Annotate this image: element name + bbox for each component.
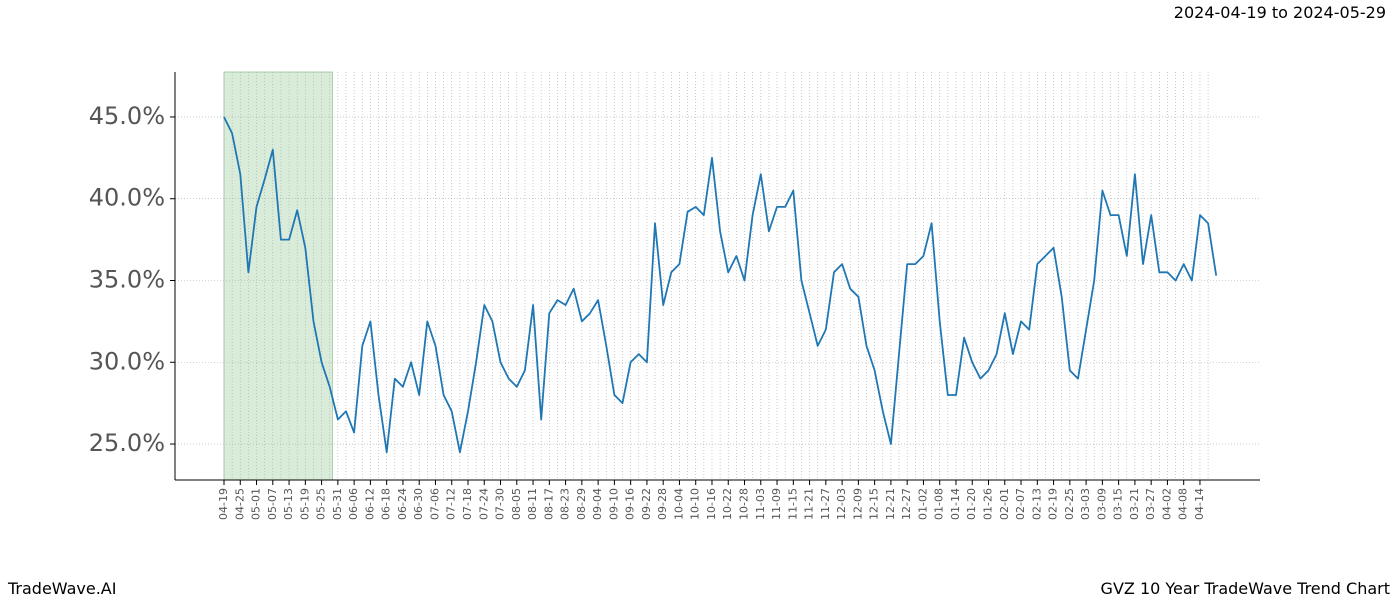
x-tick-label: 01-08 — [933, 488, 946, 520]
x-tick-label: 01-14 — [949, 488, 962, 520]
subtitle: 2024-04-19 to 2024-05-29 — [1174, 3, 1386, 22]
x-tick-label: 09-10 — [607, 488, 620, 520]
x-tick-label: 11-27 — [819, 488, 832, 520]
x-tick-label: 04-08 — [1177, 488, 1190, 520]
x-tick-label: 08-11 — [526, 488, 539, 520]
x-tick-label: 07-12 — [445, 488, 458, 520]
x-tick-label: 06-30 — [412, 488, 425, 520]
x-tick-label: 05-31 — [331, 488, 344, 520]
x-tick-label: 04-19 — [217, 488, 230, 520]
x-tick-label: 05-01 — [250, 488, 263, 520]
x-tick-label: 12-03 — [835, 488, 848, 520]
footer-right: GVZ 10 Year TradeWave Trend Chart — [1101, 579, 1390, 598]
x-tick-label: 11-15 — [786, 488, 799, 520]
y-tick-label: 25.0% — [89, 429, 165, 457]
x-tick-label: 07-30 — [494, 488, 507, 520]
x-tick-label: 07-18 — [461, 488, 474, 520]
x-tick-label: 08-23 — [559, 488, 572, 520]
x-tick-label: 05-07 — [266, 488, 279, 520]
x-tick-label: 08-29 — [575, 488, 588, 520]
y-tick-label: 30.0% — [89, 347, 165, 375]
line-series — [223, 116, 1218, 454]
x-tick-label: 11-03 — [754, 488, 767, 520]
x-tick-label: 12-21 — [884, 488, 897, 520]
x-tick-label: 02-01 — [998, 488, 1011, 520]
x-tick-label: 03-15 — [1112, 488, 1125, 520]
x-tick-label: 03-27 — [1144, 488, 1157, 520]
x-tick-label: 01-20 — [965, 488, 978, 520]
x-tick-label: 10-04 — [672, 488, 685, 520]
x-tick-label: 02-13 — [1030, 488, 1043, 520]
x-tick-label: 03-03 — [1079, 488, 1092, 520]
x-tick-label: 07-24 — [477, 488, 490, 520]
x-tick-label: 05-13 — [282, 488, 295, 520]
footer-left: TradeWave.AI — [7, 579, 116, 598]
x-tick-label: 01-02 — [916, 488, 929, 520]
x-tick-label: 02-25 — [1063, 488, 1076, 520]
x-tick-label: 05-19 — [298, 488, 311, 520]
x-tick-label: 12-09 — [851, 488, 864, 520]
x-tick-label: 05-25 — [315, 488, 328, 520]
x-tick-label: 02-19 — [1047, 488, 1060, 520]
x-tick-label: 04-25 — [233, 488, 246, 520]
x-tick-label: 08-05 — [510, 488, 523, 520]
x-tick-label: 10-16 — [705, 488, 718, 520]
x-tick-label: 06-06 — [347, 488, 360, 520]
x-tick-label: 09-04 — [591, 488, 604, 520]
x-tick-label: 08-17 — [542, 488, 555, 520]
y-tick-label: 35.0% — [89, 265, 165, 293]
x-tick-label: 12-15 — [868, 488, 881, 520]
x-tick-label: 04-14 — [1193, 488, 1206, 520]
x-tick-label: 12-27 — [900, 488, 913, 520]
x-tick-label: 10-10 — [689, 488, 702, 520]
x-tick-label: 01-26 — [982, 488, 995, 520]
x-tick-label: 09-22 — [640, 488, 653, 520]
x-tick-label: 09-28 — [656, 488, 669, 520]
highlight-band — [223, 71, 333, 481]
x-tick-label: 10-28 — [738, 488, 751, 520]
x-tick-label: 02-07 — [1014, 488, 1027, 520]
x-tick-label: 06-12 — [363, 488, 376, 520]
x-tick-label: 06-24 — [396, 488, 409, 520]
x-tick-label: 03-09 — [1095, 488, 1108, 520]
x-tick-label: 04-02 — [1160, 488, 1173, 520]
y-tick-label: 45.0% — [89, 102, 165, 130]
x-tick-label: 10-22 — [721, 488, 734, 520]
x-tick-label: 06-18 — [380, 488, 393, 520]
x-tick-label: 07-06 — [428, 488, 441, 520]
x-tick-label: 03-21 — [1128, 488, 1141, 520]
x-tick-label: 11-09 — [770, 488, 783, 520]
x-tick-label: 11-21 — [803, 488, 816, 520]
x-tick-label: 09-16 — [624, 488, 637, 520]
y-tick-label: 40.0% — [89, 184, 165, 212]
